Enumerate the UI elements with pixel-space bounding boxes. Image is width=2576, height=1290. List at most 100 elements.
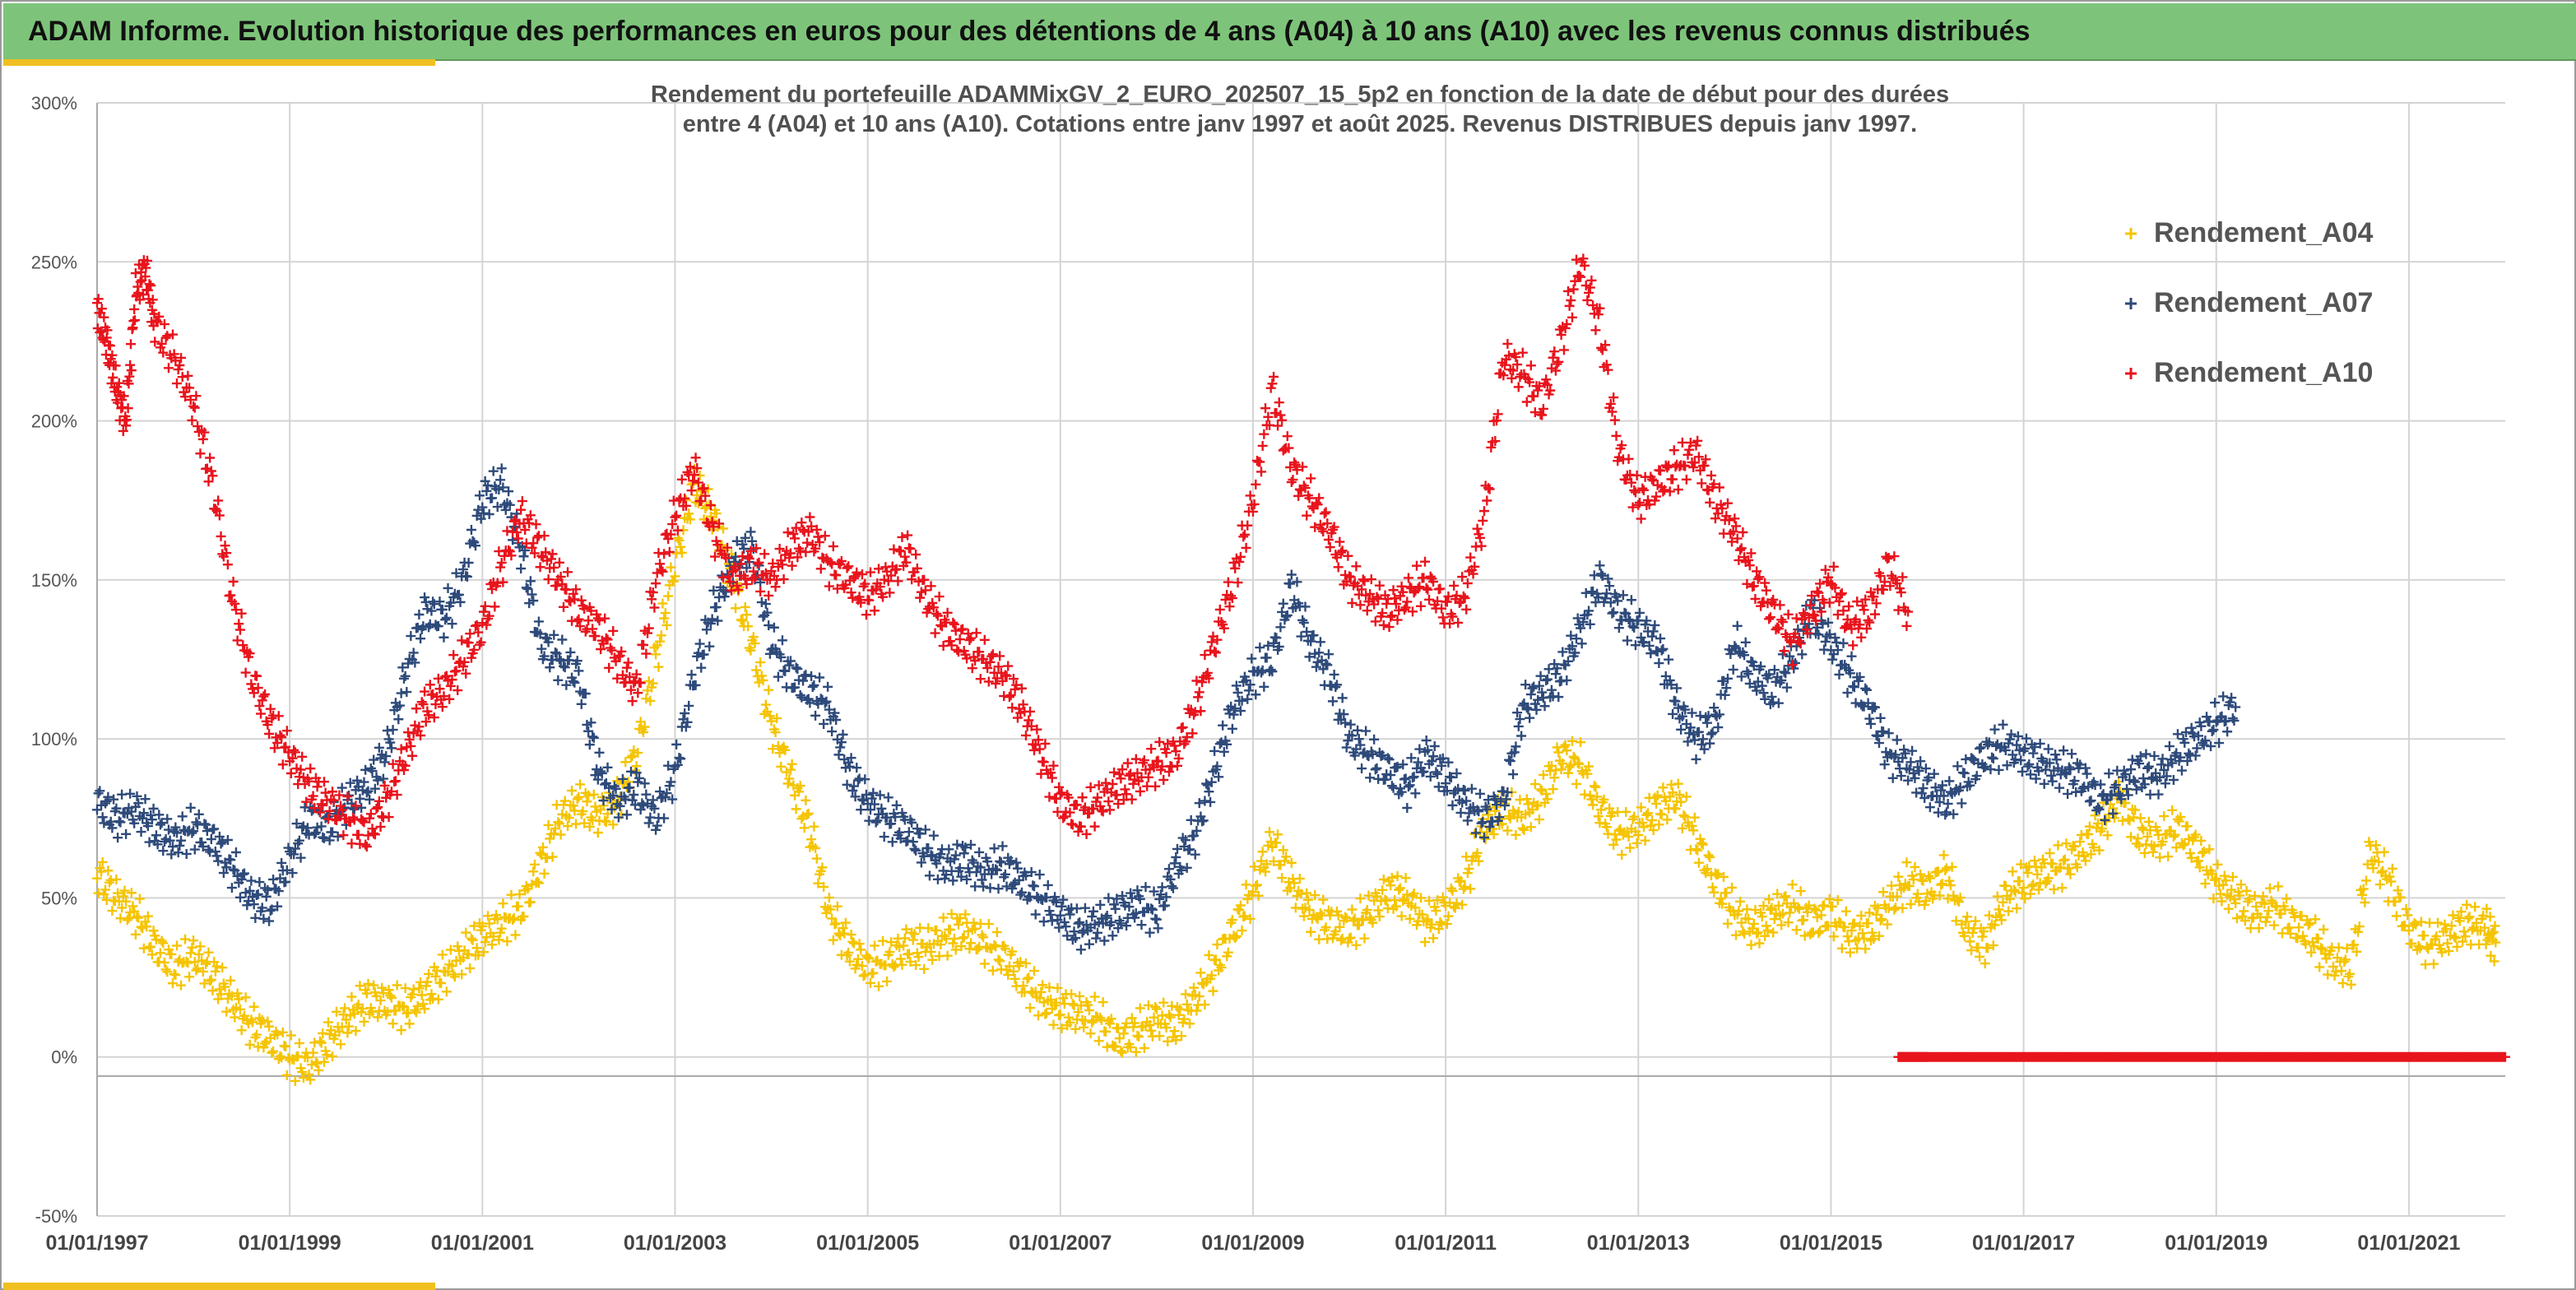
data-point (1791, 925, 1802, 935)
data-point (549, 562, 559, 573)
data-point (119, 885, 130, 896)
data-point (1349, 750, 1360, 761)
data-point (518, 911, 529, 921)
data-point (172, 828, 183, 838)
data-point (2262, 912, 2272, 922)
data-point (1529, 779, 1540, 790)
data-point (827, 913, 838, 924)
data-point (1860, 594, 1871, 605)
x-tick-label: 01/01/2021 (2357, 1232, 2460, 1255)
data-point (525, 510, 536, 521)
data-point (211, 851, 222, 861)
data-point (1374, 580, 1385, 591)
data-point (2358, 884, 2369, 894)
data-point (1838, 638, 1849, 648)
data-point (1446, 772, 1456, 782)
data-point (264, 1021, 275, 1032)
data-point (2034, 766, 2044, 777)
data-point (2149, 841, 2160, 851)
data-point (1167, 1000, 1177, 1011)
data-point (1073, 918, 1084, 929)
data-point (230, 605, 241, 615)
data-point (1513, 382, 1524, 392)
data-point (1865, 718, 1876, 729)
data-point (563, 821, 573, 832)
data-point (1809, 610, 1820, 621)
data-point (1989, 920, 2000, 930)
data-point (1942, 798, 1953, 809)
data-point (986, 869, 997, 879)
data-point (1545, 385, 1556, 396)
data-point (305, 1074, 316, 1085)
data-point (1325, 542, 1335, 553)
data-point (2401, 904, 2411, 914)
data-point (1449, 580, 1460, 591)
data-point (760, 599, 771, 610)
data-point (1074, 991, 1085, 1001)
data-point (2190, 829, 2201, 840)
data-point (2485, 950, 2496, 961)
data-point (2460, 931, 2471, 942)
data-point (2251, 901, 2262, 912)
data-point (847, 936, 858, 947)
data-point (760, 699, 771, 710)
data-point (467, 935, 478, 945)
data-point (1437, 760, 1447, 771)
data-point (883, 792, 893, 803)
data-point (916, 857, 926, 868)
data-point (197, 434, 208, 444)
data-point (1783, 917, 1794, 928)
data-point (982, 856, 993, 867)
data-point (1723, 498, 1733, 508)
data-point (903, 827, 914, 838)
data-point (1937, 780, 1947, 791)
data-point (539, 651, 550, 661)
data-point (1130, 907, 1141, 918)
data-point (1161, 1023, 1172, 1033)
data-point (1816, 910, 1826, 921)
data-point (236, 1025, 247, 1036)
data-point (1281, 851, 1292, 862)
data-point (1116, 918, 1126, 929)
data-point (1857, 928, 1868, 939)
data-point (666, 562, 676, 573)
data-point (564, 655, 574, 666)
data-point (1938, 791, 1949, 801)
data-point (810, 543, 821, 554)
data-point (741, 610, 752, 620)
data-point (836, 737, 847, 748)
data-point (676, 474, 687, 485)
data-point (142, 255, 153, 266)
data-point (2264, 883, 2275, 893)
data-point (346, 991, 357, 1002)
data-point (1429, 741, 1440, 751)
data-point (1864, 713, 1875, 724)
data-point (130, 268, 141, 279)
data-point (1516, 731, 1527, 741)
data-point (113, 888, 123, 898)
data-point (689, 470, 699, 480)
data-point (476, 637, 486, 647)
data-point (355, 981, 365, 991)
data-point (378, 988, 388, 999)
data-point (2281, 893, 2292, 904)
data-point (478, 947, 489, 958)
data-point (1776, 920, 1787, 930)
data-point (547, 851, 558, 862)
data-point (529, 859, 540, 870)
data-point (1819, 900, 1830, 911)
data-point (1869, 702, 1880, 712)
data-point (1322, 518, 1333, 529)
data-point (1029, 745, 1040, 755)
data-point (1710, 513, 1720, 524)
data-point (1764, 614, 1775, 624)
data-point (1245, 913, 1256, 924)
data-point (945, 636, 955, 647)
data-point (1206, 970, 1217, 981)
data-point (1169, 858, 1180, 869)
data-point (978, 881, 989, 892)
data-point (768, 744, 778, 754)
data-point (1534, 814, 1544, 825)
data-point (324, 835, 335, 846)
data-point (985, 883, 996, 893)
